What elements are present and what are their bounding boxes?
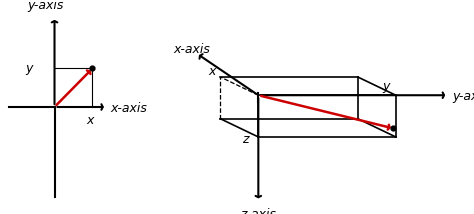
Text: y: y — [26, 62, 33, 75]
Text: x-axis: x-axis — [173, 43, 210, 56]
Text: x-axis: x-axis — [110, 102, 147, 114]
Text: x: x — [208, 65, 216, 78]
Text: z: z — [242, 133, 249, 146]
Text: z-axis: z-axis — [240, 208, 276, 214]
Text: y-axis: y-axis — [27, 0, 63, 12]
Text: x: x — [86, 114, 94, 128]
Text: y: y — [383, 80, 390, 93]
Text: y-axis: y-axis — [453, 90, 474, 103]
